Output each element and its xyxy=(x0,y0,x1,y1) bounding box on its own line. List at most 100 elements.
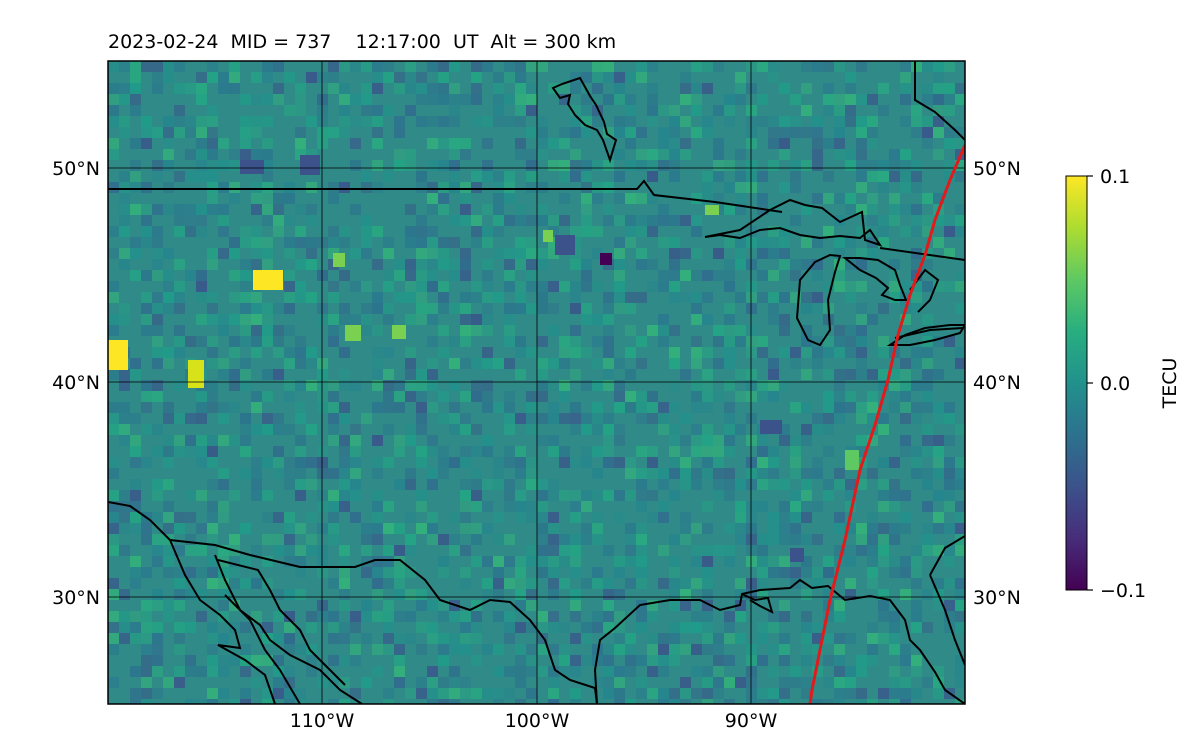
tec-cell xyxy=(493,358,504,369)
tec-cell xyxy=(339,567,350,578)
tec-cell xyxy=(614,292,625,303)
tec-cell xyxy=(636,193,647,204)
tec-cell xyxy=(185,666,196,677)
tec-cell xyxy=(383,347,394,358)
tec-cell xyxy=(471,556,482,567)
tec-cell xyxy=(768,160,779,171)
tec-cell xyxy=(196,281,207,292)
tec-cell xyxy=(394,149,405,160)
tec-cell xyxy=(559,490,570,501)
tec-cell xyxy=(625,138,636,149)
tec-cell xyxy=(636,358,647,369)
tec-cell xyxy=(768,644,779,655)
tec-cell xyxy=(834,479,845,490)
tec-cell xyxy=(119,413,130,424)
tec-cell xyxy=(207,127,218,138)
tec-cell xyxy=(218,369,229,380)
tec-cell xyxy=(801,633,812,644)
tec-cell xyxy=(218,578,229,589)
tec-cell xyxy=(449,116,460,127)
tec-cell xyxy=(757,468,768,479)
tec-cell xyxy=(713,336,724,347)
tec-cell xyxy=(493,457,504,468)
tec-cell xyxy=(790,435,801,446)
tec-cell xyxy=(449,105,460,116)
tec-cell xyxy=(427,193,438,204)
tec-cell xyxy=(669,149,680,160)
tec-cell xyxy=(141,391,152,402)
tec-cell xyxy=(669,567,680,578)
tec-cell xyxy=(691,193,702,204)
tec-cell xyxy=(746,391,757,402)
tec-cell xyxy=(515,204,526,215)
tec-cell xyxy=(691,226,702,237)
tec-cell xyxy=(108,611,119,622)
tec-cell xyxy=(537,644,548,655)
tec-cell xyxy=(350,512,361,523)
tec-cell xyxy=(482,325,493,336)
tec-cell xyxy=(955,501,965,512)
tec-cell xyxy=(570,457,581,468)
tec-cell xyxy=(548,281,559,292)
tec-cell xyxy=(911,622,922,633)
tec-cell xyxy=(163,182,174,193)
tec-cell xyxy=(361,116,372,127)
tec-cell xyxy=(504,556,515,567)
tec-cell xyxy=(702,644,713,655)
tec-cell xyxy=(900,446,911,457)
tec-cell xyxy=(911,259,922,270)
tec-cell xyxy=(460,446,471,457)
tec-cell xyxy=(812,292,823,303)
tec-cell xyxy=(856,479,867,490)
tec-cell xyxy=(108,325,119,336)
tec-cell xyxy=(889,160,900,171)
tec-cell xyxy=(119,380,130,391)
tec-cell xyxy=(482,237,493,248)
tec-cell xyxy=(724,380,735,391)
tec-cell xyxy=(856,94,867,105)
tec-cell xyxy=(856,369,867,380)
tec-cell xyxy=(394,578,405,589)
tec-cell xyxy=(218,468,229,479)
tec-cell xyxy=(229,160,240,171)
tec-cell xyxy=(625,578,636,589)
tec-cell xyxy=(328,699,339,704)
tec-cell xyxy=(284,457,295,468)
tec-cell xyxy=(669,248,680,259)
tec-cell xyxy=(383,501,394,512)
tec-cell xyxy=(658,127,669,138)
tec-cell xyxy=(504,248,515,259)
tec-cell xyxy=(548,303,559,314)
tec-cell xyxy=(284,699,295,704)
tec-cell xyxy=(647,666,658,677)
tec-cell xyxy=(108,116,119,127)
tec-cell xyxy=(427,512,438,523)
tec-cell xyxy=(251,336,262,347)
tec-cell xyxy=(570,611,581,622)
tec-cell xyxy=(152,270,163,281)
tec-cell xyxy=(647,457,658,468)
tec-cell xyxy=(845,149,856,160)
tec-cell xyxy=(339,545,350,556)
tec-cell xyxy=(757,193,768,204)
tec-cell xyxy=(273,204,284,215)
tec-cell xyxy=(834,259,845,270)
tec-cell xyxy=(713,325,724,336)
tec-cell xyxy=(746,655,757,666)
tec-cell xyxy=(460,193,471,204)
tec-cell xyxy=(911,127,922,138)
tec-cell xyxy=(658,512,669,523)
tec-cell xyxy=(603,336,614,347)
tec-cell xyxy=(108,534,119,545)
tec-cell xyxy=(482,358,493,369)
tec-cell xyxy=(823,193,834,204)
tec-cell xyxy=(229,83,240,94)
tec-cell xyxy=(570,402,581,413)
tec-cell xyxy=(141,424,152,435)
tec-cell xyxy=(504,424,515,435)
tec-cell xyxy=(911,226,922,237)
tec-cell xyxy=(438,567,449,578)
tec-cell xyxy=(163,523,174,534)
tec-cell xyxy=(350,138,361,149)
tec-cell xyxy=(515,655,526,666)
